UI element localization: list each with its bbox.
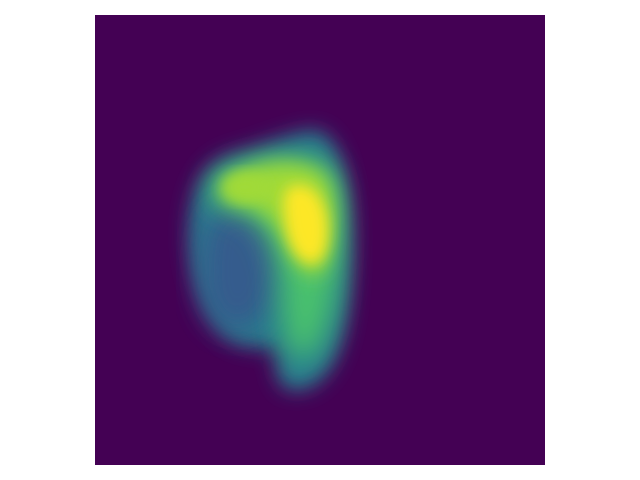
intensity-blob [189, 130, 352, 391]
heatmap-canvas [95, 15, 545, 465]
blob-upper-fleck [223, 173, 267, 201]
blob-yellow-core [283, 185, 328, 264]
heatmap-image [95, 15, 545, 465]
blob-blue-region [200, 204, 282, 332]
